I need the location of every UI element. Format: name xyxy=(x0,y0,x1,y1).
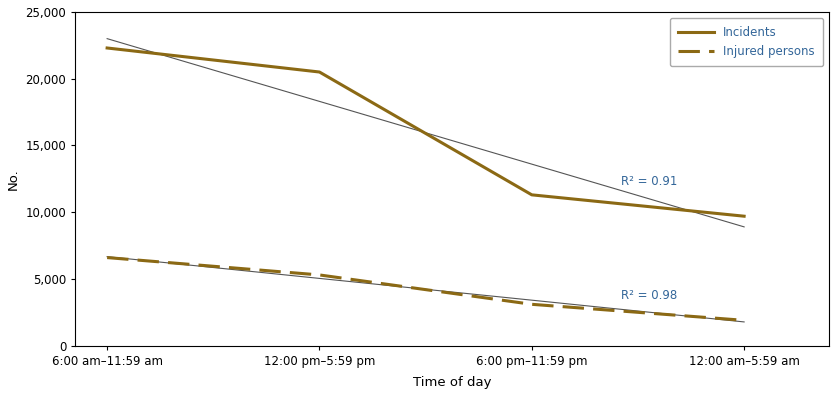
X-axis label: Time of day: Time of day xyxy=(413,376,492,389)
Legend: Incidents, Injured persons: Incidents, Injured persons xyxy=(670,18,823,66)
Text: R² = 0.98: R² = 0.98 xyxy=(621,289,677,302)
Y-axis label: No.: No. xyxy=(7,168,20,190)
Text: R² = 0.91: R² = 0.91 xyxy=(621,175,677,188)
